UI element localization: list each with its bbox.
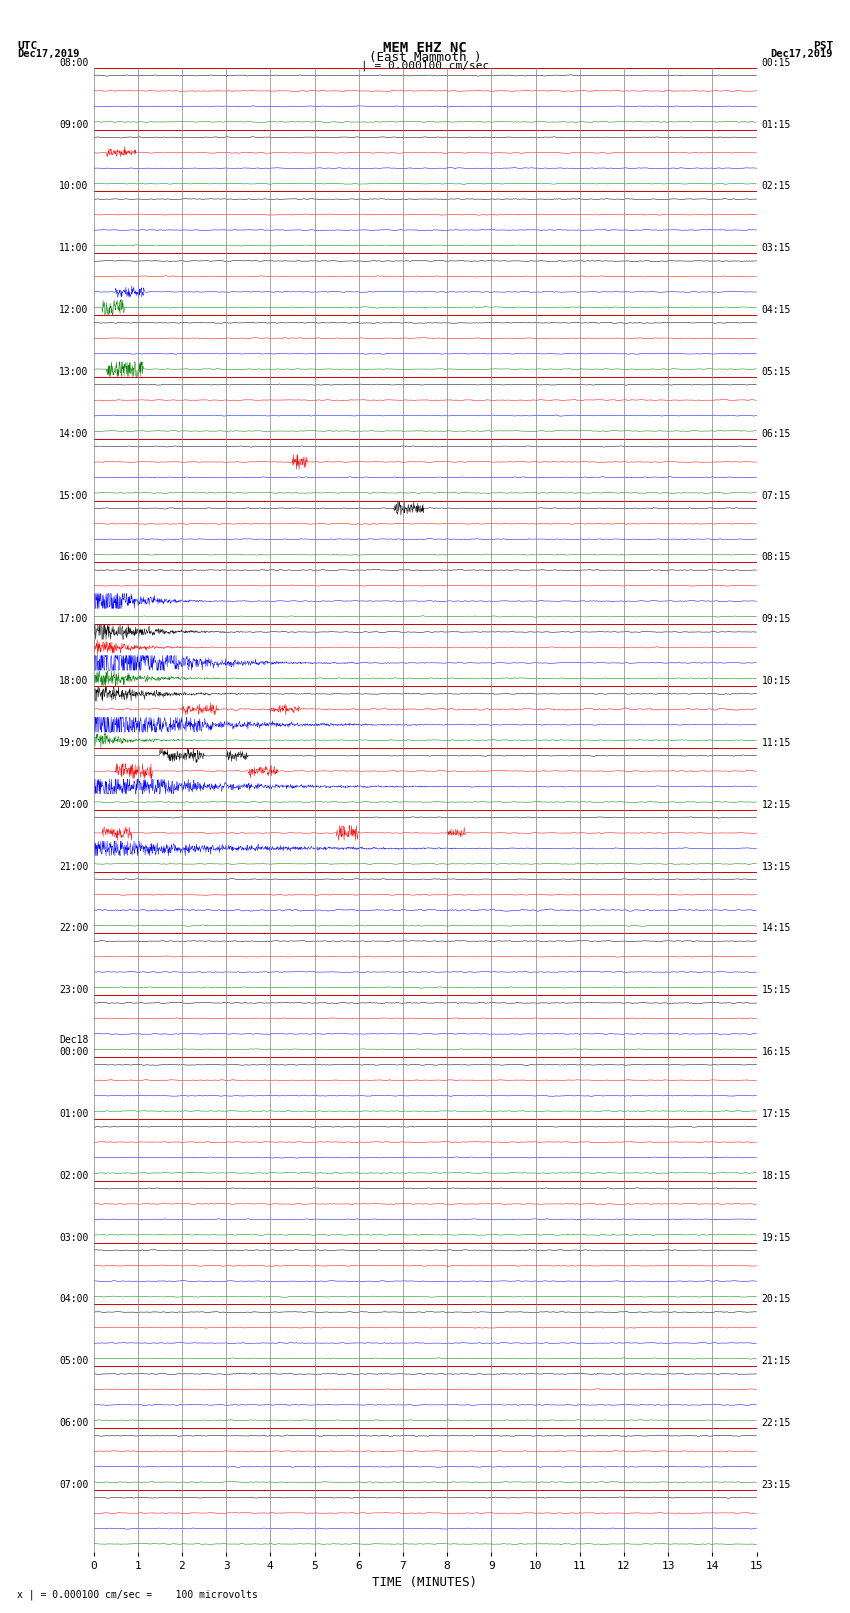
Text: | = 0.000100 cm/sec: | = 0.000100 cm/sec (361, 60, 489, 71)
Text: UTC: UTC (17, 40, 37, 52)
X-axis label: TIME (MINUTES): TIME (MINUTES) (372, 1576, 478, 1589)
Text: Dec17,2019: Dec17,2019 (770, 50, 833, 60)
Text: x | = 0.000100 cm/sec =    100 microvolts: x | = 0.000100 cm/sec = 100 microvolts (17, 1589, 258, 1600)
Text: PST: PST (813, 40, 833, 52)
Text: MEM EHZ NC: MEM EHZ NC (383, 40, 467, 55)
Text: Dec17,2019: Dec17,2019 (17, 50, 80, 60)
Text: (East Mammoth ): (East Mammoth ) (369, 50, 481, 65)
